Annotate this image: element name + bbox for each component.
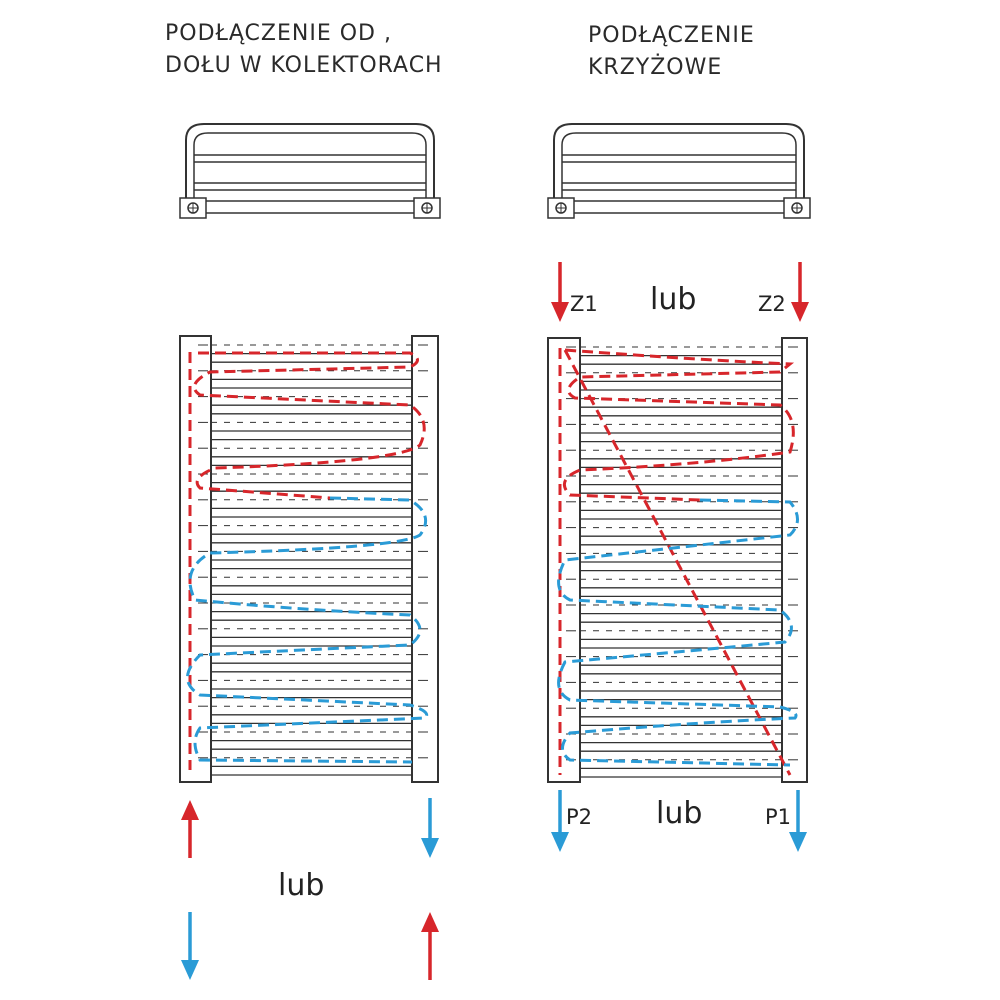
right-top-view-frame — [553, 123, 805, 205]
left-or-label: lub — [278, 868, 325, 903]
left-supply-up-arrow-head — [181, 800, 199, 820]
left-top-view-bottom-bar — [197, 200, 423, 214]
z1-supply-down-arrow-head — [551, 302, 569, 322]
right-title-line1: PODŁĄCZENIE — [588, 23, 755, 48]
p2-label: P2 — [566, 805, 593, 829]
z1-label: Z1 — [570, 292, 598, 316]
left-return-flow — [186, 496, 429, 764]
right-return-flow — [557, 498, 799, 767]
right-title-line2: KRZYŻOWE — [588, 55, 723, 80]
left-alt-supply-up-arrow-head — [421, 912, 439, 932]
left-title-line2: DOŁU W KOLEKTORACH — [165, 53, 443, 78]
left-supply-flow — [192, 351, 426, 500]
left-title-line1: PODŁĄCZENIE OD , — [165, 21, 392, 46]
z2-supply-down-arrow-head — [791, 302, 809, 322]
right-top-view-frame-inner — [561, 132, 797, 205]
p1-label: P1 — [765, 805, 792, 829]
left-radiator-right-collector — [411, 335, 439, 783]
p2-return-down-arrow-head — [551, 832, 569, 852]
p1-return-down-arrow-head — [789, 832, 807, 852]
right-top-view-bottom-bar — [565, 200, 793, 214]
left-radiator-left-collector — [179, 335, 212, 783]
z2-label: Z2 — [758, 292, 786, 316]
left-top-view-frame-inner — [193, 132, 427, 205]
right-bottom-or-label: lub — [656, 796, 703, 831]
right-top-or-label: lub — [650, 282, 697, 317]
right-diagonal-flow — [563, 349, 792, 776]
left-alt-return-down-arrow-head — [181, 960, 199, 980]
left-return-down-arrow-head — [421, 838, 439, 858]
right-supply-flow — [562, 348, 795, 502]
left-top-view-frame — [185, 123, 435, 205]
